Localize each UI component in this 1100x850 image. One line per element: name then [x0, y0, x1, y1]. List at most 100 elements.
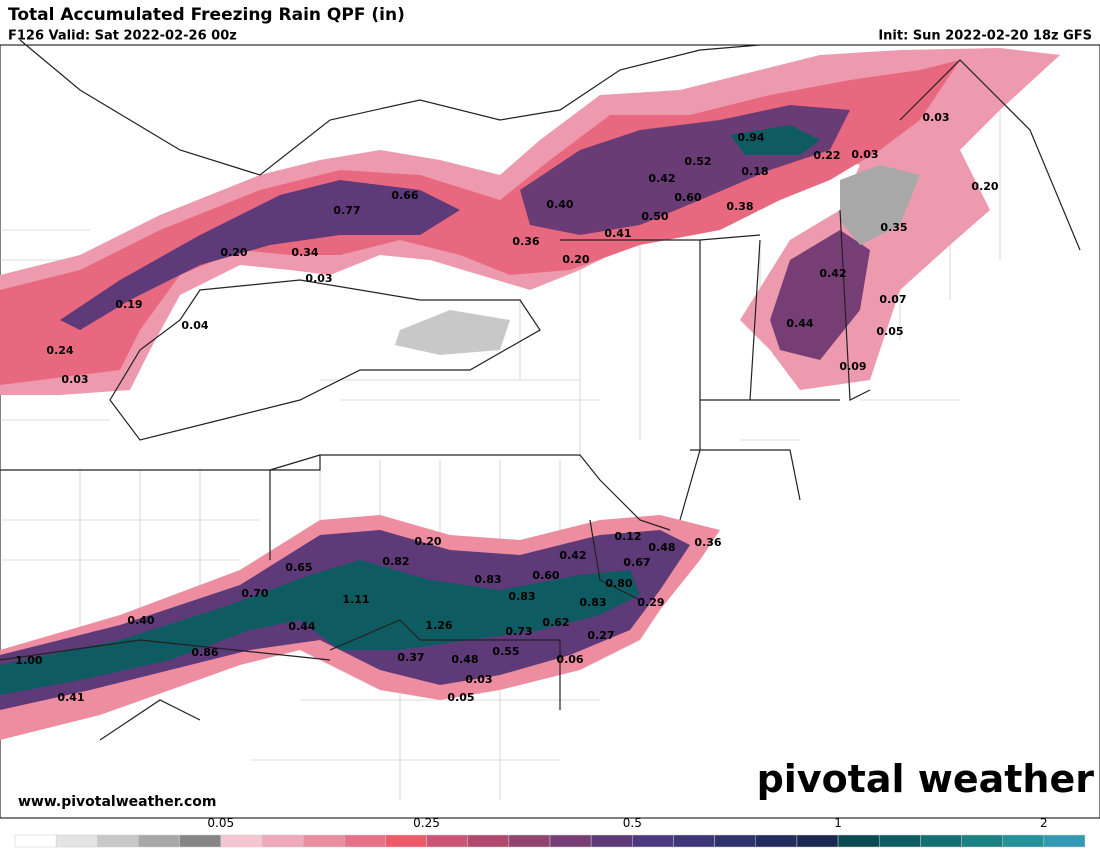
point-label: 0.83 [474, 573, 501, 586]
freezing-rain-north [0, 48, 1060, 395]
point-label: 1.00 [15, 654, 42, 667]
point-label: 0.35 [880, 221, 907, 234]
point-label: 0.73 [505, 625, 532, 638]
colorbar-swatch [14, 834, 57, 848]
colorbar-swatch [1002, 834, 1045, 848]
point-label: 0.42 [819, 267, 846, 280]
point-label: 0.20 [562, 253, 589, 266]
colorbar-swatch [920, 834, 962, 848]
point-label: 1.26 [425, 619, 452, 632]
map: 0.940.52 0.22 0.030.030.180.420.600.200.66… [0, 39, 1100, 819]
point-label: 0.24 [46, 344, 73, 357]
point-label: 0.27 [587, 629, 614, 642]
point-label: 0.60 [532, 569, 559, 582]
point-label: 0.06 [556, 653, 583, 666]
colorbar-swatch [590, 834, 633, 848]
colorbar: 0.05 0.25 0.5 1 2 [14, 816, 1086, 848]
point-label: 0.42 [648, 172, 675, 185]
point-label: 0.86 [191, 646, 218, 659]
point-label: 0.09 [839, 360, 866, 373]
colorbar-swatch [632, 834, 674, 848]
point-label: 0.94 [737, 131, 764, 144]
point-label: 0.07 [879, 293, 906, 306]
colorbar-swatch [549, 834, 592, 848]
point-label: 1.11 [342, 593, 369, 606]
point-label: 0.03 [305, 272, 332, 285]
point-label: 0.82 [382, 555, 409, 568]
colorbar-swatch [467, 834, 510, 848]
colorbar-tick-label: 1 [834, 816, 842, 830]
colorbar-tick-label: 0.5 [623, 816, 642, 830]
point-label: 0.40 [127, 614, 154, 627]
point-label: 0.67 [623, 556, 650, 569]
point-label: 0.40 [546, 198, 573, 211]
colorbar-swatch [343, 834, 386, 848]
point-label: 0.41 [604, 227, 631, 240]
point-label: 0.65 [285, 561, 312, 574]
init-time: Init: Sun 2022-02-20 18z GFS [878, 29, 1092, 44]
colorbar-swatch [796, 834, 839, 848]
point-label: 0.48 [648, 541, 675, 554]
colorbar-swatch [55, 834, 98, 848]
freezing-rain-south [0, 515, 720, 740]
colorbar-swatch [261, 834, 304, 848]
point-label: 0.60 [674, 191, 701, 204]
point-label: 0.66 [391, 189, 418, 202]
point-label: 0.38 [726, 200, 753, 213]
point-label: 0.55 [492, 645, 519, 658]
point-label: 0.62 [542, 616, 569, 629]
point-label: 0.50 [641, 210, 668, 223]
colorbar-swatch [220, 834, 263, 848]
colorbar-swatch [1043, 834, 1086, 848]
point-label: 0.20 [220, 246, 247, 259]
colorbar-tick-label: 0.05 [207, 816, 234, 830]
point-label: 0.83 [579, 596, 606, 609]
point-label: 0.42 [559, 549, 586, 562]
point-label: 0.05 [447, 691, 474, 704]
valid-time: F126 Valid: Sat 2022-02-26 00z [8, 29, 237, 44]
colorbar-swatch [97, 834, 139, 848]
point-label: 0.44 [288, 620, 315, 633]
colorbar-swatch [961, 834, 1003, 848]
point-label: 0.36 [512, 235, 539, 248]
colorbar-swatch [714, 834, 757, 848]
precip-heavy [770, 230, 870, 360]
precip-very-heavy [0, 560, 640, 695]
colorbar-swatch [508, 834, 551, 848]
point-label: 0.19 [115, 298, 142, 311]
lake-outline [109, 279, 541, 441]
precip-trace [840, 165, 920, 245]
point-label: 0.29 [637, 596, 664, 609]
point-label: 0.77 [333, 204, 360, 217]
colorbar-tick-label: 0.25 [413, 816, 440, 830]
colorbar-swatch [878, 834, 921, 848]
precip-heavy [60, 180, 460, 330]
point-label: 0.12 [614, 530, 641, 543]
point-label: 0.03 [922, 111, 949, 124]
colorbar-swatch [837, 834, 880, 848]
point-label: 0.44 [786, 317, 813, 330]
colorbar-swatch [302, 834, 345, 848]
colorbar-tick-label: 2 [1040, 816, 1048, 830]
point-label: 0.05 [876, 325, 903, 338]
point-label: 0.70 [241, 587, 268, 600]
colorbar-swatch [385, 834, 427, 848]
point-label: 0.83 [508, 590, 535, 603]
point-label: 0.03 [61, 373, 88, 386]
point-label: 0.36 [694, 536, 721, 549]
precip-very-heavy [730, 125, 820, 155]
point-label: 0.03 [465, 673, 492, 686]
borders [0, 39, 1081, 741]
point-label: 0.34 [291, 246, 318, 259]
point-label: 0.37 [397, 651, 424, 664]
colorbar-swatch [179, 834, 222, 848]
point-label: 0.80 [605, 577, 632, 590]
colorbar-swatch [138, 834, 180, 848]
point-label: 0.04 [181, 319, 208, 332]
point-label: 0.41 [57, 691, 84, 704]
colorbar-swatch [673, 834, 715, 848]
point-label: 0.20 [971, 180, 998, 193]
colorbar-swatch [426, 834, 468, 848]
point-label: 0.18 [741, 165, 768, 178]
